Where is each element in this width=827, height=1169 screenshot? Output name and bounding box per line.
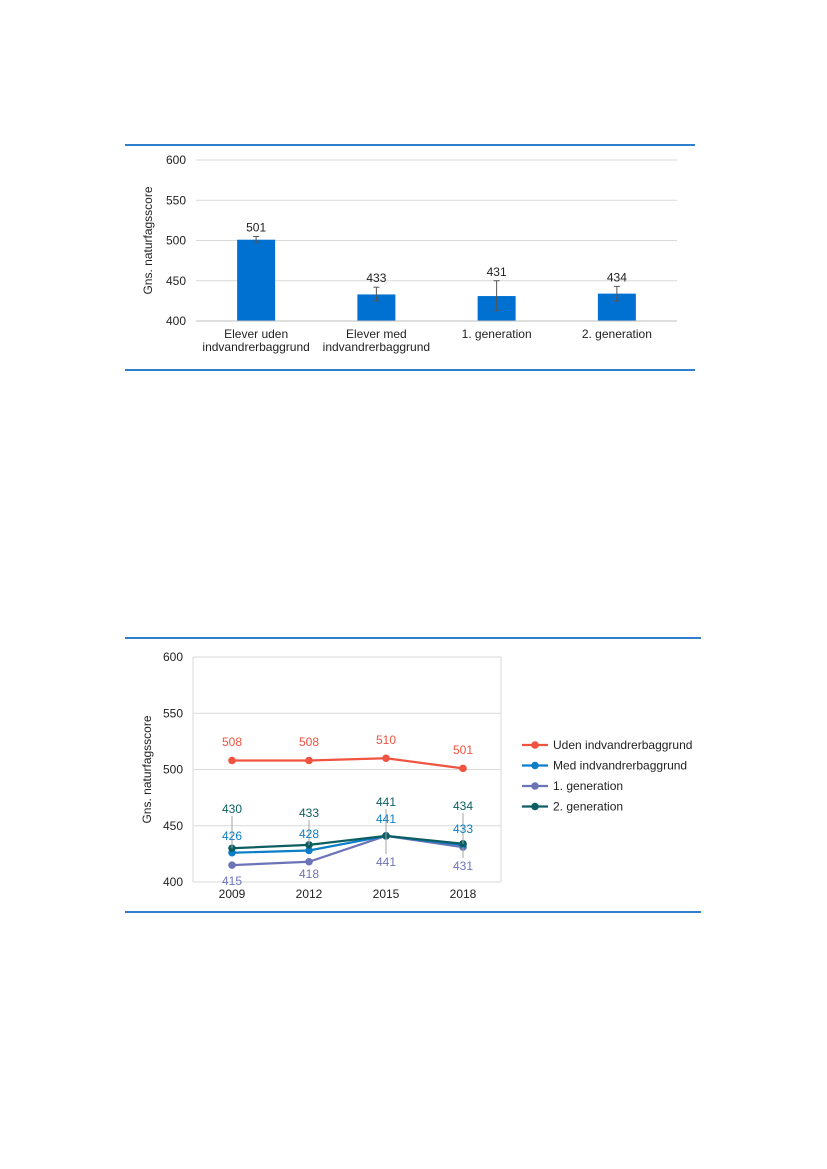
data-label: 433: [366, 271, 386, 285]
data-label: 508: [299, 735, 319, 749]
data-label: 510: [376, 733, 396, 747]
legend-label: Uden indvandrerbaggrund: [553, 738, 692, 752]
series-line: [231, 834, 464, 867]
data-point: [228, 861, 236, 869]
data-label: 433: [453, 822, 473, 836]
legend-swatch-marker: [531, 741, 539, 749]
data-label: 426: [222, 829, 242, 843]
x-tick-label: 2015: [373, 887, 400, 901]
y-tick-label: 500: [163, 763, 183, 777]
data-label: 430: [222, 802, 242, 816]
data-label: 501: [453, 743, 473, 757]
x-tick-label: indvandrerbaggrund: [202, 340, 309, 354]
chart1-top-rule: [125, 144, 695, 146]
data-label: 441: [376, 812, 396, 826]
x-tick-label: 2. generation: [582, 327, 652, 341]
y-tick-label: 600: [166, 153, 186, 167]
x-tick-label: 2009: [219, 887, 246, 901]
series-line: [231, 834, 464, 850]
data-label: 418: [299, 867, 319, 881]
legend-swatch-marker: [531, 782, 539, 790]
series-line: [232, 757, 464, 770]
data-label: 434: [607, 270, 627, 284]
chart1-bottom-rule: [125, 369, 695, 371]
data-label: 431: [487, 265, 507, 279]
data-label: 441: [376, 795, 396, 809]
y-tick-label: 550: [166, 193, 186, 207]
chart2-bottom-rule: [125, 911, 701, 913]
data-point: [305, 857, 313, 866]
y-tick-label: 500: [166, 234, 186, 248]
y-tick-label: 600: [163, 650, 183, 664]
series-line: [231, 834, 464, 854]
y-tick-label: 550: [163, 706, 183, 720]
data-point: [305, 756, 313, 765]
y-tick-label: 450: [166, 274, 186, 288]
legend-swatch-marker: [531, 761, 539, 770]
data-label: 501: [246, 220, 266, 234]
x-tick-label: Elever med: [346, 327, 407, 341]
data-point: [382, 754, 390, 763]
x-tick-label: 1. generation: [462, 327, 532, 341]
y-tick-label: 450: [163, 819, 183, 833]
x-tick-label: 2012: [296, 887, 323, 901]
chart2-top-rule: [125, 637, 701, 639]
data-label: 415: [222, 874, 242, 888]
y-axis-label: Gns. naturfagsscore: [140, 715, 154, 823]
x-tick-label: Elever uden: [224, 327, 288, 341]
data-label: 433: [299, 806, 319, 820]
data-label: 508: [222, 735, 242, 749]
y-axis-label: Gns. naturfagsscore: [141, 186, 155, 294]
legend-label: 2. generation: [553, 800, 623, 814]
x-tick-label: 2018: [450, 887, 477, 901]
data-point: [305, 846, 313, 855]
data-label: 441: [376, 855, 396, 869]
legend-label: 1. generation: [553, 779, 623, 793]
data-label: 428: [299, 827, 319, 841]
y-tick-label: 400: [166, 314, 186, 328]
data-point: [459, 764, 467, 773]
legend-label: Med indvandrerbaggrund: [553, 759, 687, 773]
bar: [237, 239, 276, 321]
data-point: [228, 756, 236, 765]
y-tick-label: 400: [163, 875, 183, 889]
data-label: 434: [453, 799, 473, 813]
x-tick-label: indvandrerbaggrund: [323, 340, 430, 354]
data-label: 431: [453, 859, 473, 873]
legend-swatch-marker: [531, 802, 539, 811]
